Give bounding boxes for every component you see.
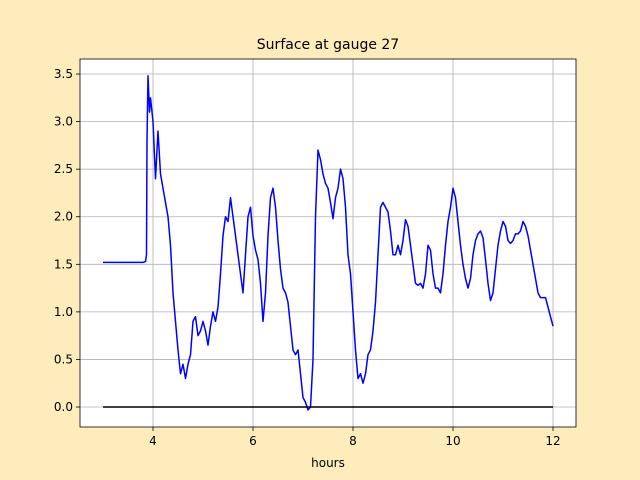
chart-title: Surface at gauge 27: [257, 37, 399, 53]
y-tick-label: 0.5: [54, 352, 73, 366]
y-tick-label: 1.0: [54, 305, 73, 319]
x-tick-label: 6: [249, 434, 257, 448]
y-tick-label: 2.5: [54, 162, 73, 176]
x-tick-label: 12: [545, 434, 560, 448]
x-tick-label: 10: [445, 434, 460, 448]
y-tick-label: 1.5: [54, 257, 73, 271]
x-tick-label: 4: [149, 434, 157, 448]
y-tick-label: 3.0: [54, 115, 73, 129]
line-series: [103, 75, 554, 411]
plot-area: [80, 59, 576, 427]
y-tick-label: 3.5: [54, 67, 73, 81]
x-tick-label: 8: [349, 434, 357, 448]
x-axis-label: hours: [311, 456, 345, 470]
y-tick-label: 2.0: [54, 210, 73, 224]
y-tick-label: 0.0: [54, 400, 73, 414]
axes-frame: [79, 58, 577, 428]
